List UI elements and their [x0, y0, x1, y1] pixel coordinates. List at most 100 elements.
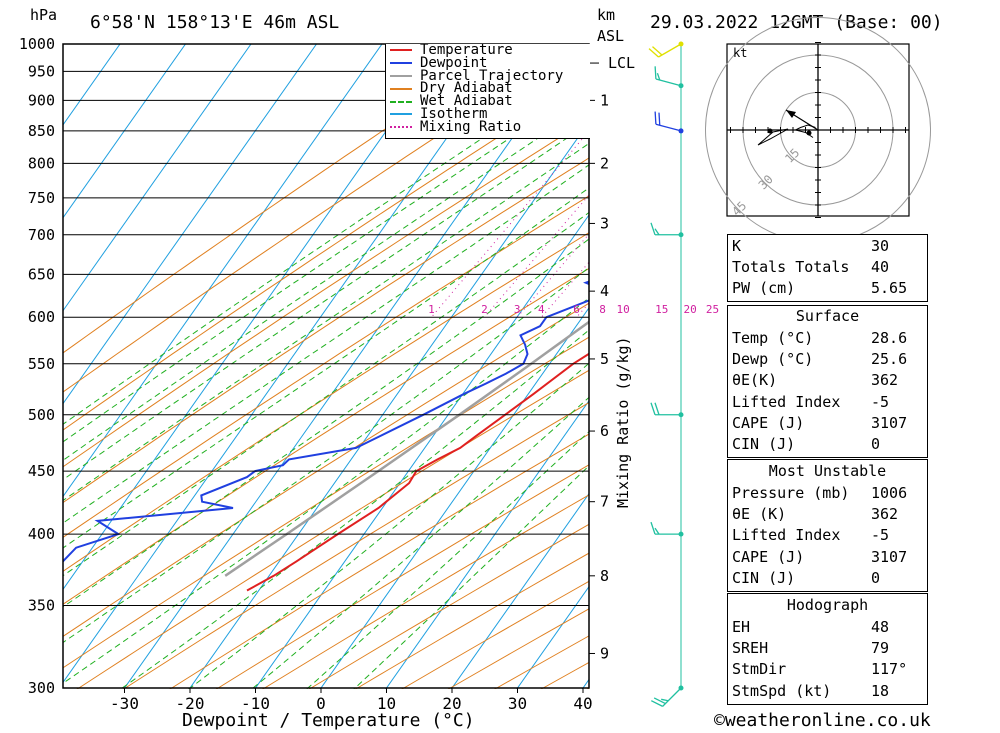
pressure-tick-label: 300 — [28, 679, 55, 697]
sounding-datetime: 29.03.2022 12GMT (Base: 00) — [650, 12, 943, 33]
hpa-axis-title: hPa — [30, 6, 58, 24]
most-unstable-param-value: 3107 — [871, 547, 908, 566]
pressure-tick-label: 600 — [28, 308, 55, 326]
isotherm-line — [63, 44, 121, 126]
hodograph-param-label: SREH — [732, 638, 769, 657]
index-label: K — [732, 236, 742, 255]
asl-axis-title: ASL — [597, 27, 625, 45]
index-value: 30 — [871, 236, 890, 255]
legend-swatch — [390, 126, 412, 129]
hodograph-param-row: SREH 79 — [728, 637, 927, 658]
km-tick-label: 3 — [600, 214, 609, 232]
surface-param-value: 28.6 — [871, 328, 908, 347]
surface-param-label: θE(K) — [732, 371, 778, 390]
wind-barb-flag — [653, 697, 666, 705]
mixing-ratio-label: 10 — [617, 303, 630, 316]
wind-barb-dot — [678, 412, 684, 418]
wind-barb-flag — [658, 112, 661, 126]
mixing-ratio-label: 8 — [599, 303, 606, 316]
index-row: K 30 — [728, 235, 927, 256]
surface-param-row: Dewp (°C) 25.6 — [728, 348, 927, 369]
legend-label: Isotherm — [420, 105, 488, 122]
index-label: PW (cm) — [732, 279, 796, 298]
dry-adiabat-line — [63, 336, 589, 669]
index-value: 5.65 — [871, 279, 908, 298]
most-unstable-param-label: Lifted Index — [732, 526, 841, 545]
km-tick-label: 4 — [600, 282, 609, 300]
surface-params-box: Surface Temp (°C) 28.6 Dewp (°C) 25.6 θE(K) 3… — [727, 305, 928, 458]
pressure-tick-label: 650 — [28, 265, 55, 283]
mixing-ratio-axis-title: Mixing Ratio (g/kg) — [614, 336, 632, 508]
dry-adiabat-line — [63, 118, 589, 468]
mixing-ratio-label: 25 — [706, 303, 719, 316]
isotherm-line — [63, 44, 383, 498]
dry-adiabat-line — [215, 464, 589, 689]
dewpoint-line — [63, 280, 589, 563]
surface-param-row: CIN (J) 0 — [728, 433, 927, 454]
most-unstable-param-row: CAPE (J) 3107 — [728, 546, 927, 567]
most-unstable-param-value: -5 — [871, 526, 890, 545]
most-unstable-param-row: θE (K) 362 — [728, 503, 927, 524]
surface-title: Surface — [795, 307, 860, 325]
wind-barb-flag — [651, 700, 663, 707]
most-unstable-param-row: Lifted Index -5 — [728, 525, 927, 546]
mixing-ratio-label: 4 — [538, 303, 545, 316]
wind-barb-dot — [678, 685, 684, 691]
wind-barb-flag — [648, 48, 659, 58]
x-tick-label: -20 — [176, 694, 205, 713]
most-unstable-param-value: 1006 — [871, 483, 908, 502]
wind-barb-flag — [654, 228, 660, 236]
surface-param-row: Temp (°C) 28.6 — [728, 327, 927, 348]
surface-param-value: -5 — [871, 392, 890, 411]
most-unstable-param-value: 0 — [871, 568, 881, 587]
wind-barb-dot — [678, 232, 684, 238]
x-tick-label: 40 — [573, 694, 592, 713]
wind-barb-dot — [678, 83, 684, 89]
station-location: 6°58'N 158°13'E 46m ASL — [90, 12, 340, 33]
isotherm-line — [450, 492, 589, 689]
isotherm-line — [63, 44, 449, 591]
hodograph-param-label: StmSpd (kt) — [732, 681, 832, 700]
pressure-tick-label: 550 — [28, 355, 55, 373]
legend-entry: Mixing Ratio — [386, 120, 590, 134]
x-tick-label: 30 — [508, 694, 527, 713]
wind-barb-flag — [654, 402, 660, 415]
dry-adiabat-line — [262, 494, 589, 689]
legend-label: Temperature — [420, 42, 513, 58]
pressure-tick-label: 1000 — [19, 35, 55, 53]
dry-adiabat-line — [122, 402, 589, 689]
mixing-ratio-label: 2 — [481, 303, 488, 316]
wet-adiabat-line — [251, 396, 589, 689]
legend-label: Dewpoint — [420, 54, 488, 71]
most-unstable-param-label: θE (K) — [732, 504, 787, 523]
wind-barb-dot — [678, 531, 684, 537]
wet-adiabat-line — [63, 142, 589, 502]
legend-label: Dry Adiabat — [420, 80, 513, 97]
surface-param-value: 25.6 — [871, 349, 908, 368]
hodograph-param-value: 117° — [871, 660, 908, 679]
surface-param-value: 362 — [871, 371, 899, 390]
isotherm-line — [516, 585, 589, 689]
legend-swatch — [390, 49, 412, 52]
wind-barb-flag — [650, 402, 656, 415]
isotherm-line — [385, 399, 589, 689]
wind-barb-flag — [650, 521, 656, 535]
stability-indices-box: K 30 Totals Totals 40 PW (cm) 5.65 — [727, 234, 928, 302]
legend-entry: Parcel Trajectory — [386, 69, 590, 82]
most-unstable-title: Most Unstable — [768, 462, 887, 480]
wind-barb-shaft — [658, 43, 682, 58]
copyright-footer: ©weatheronline.co.uk — [714, 710, 931, 731]
surface-param-label: Lifted Index — [732, 392, 841, 411]
most-unstable-param-label: Pressure (mb) — [732, 483, 850, 502]
hodograph-param-label: StmDir — [732, 660, 787, 679]
pressure-tick-label: 750 — [28, 189, 55, 207]
x-tick-label: -30 — [110, 694, 139, 713]
wind-barb-flag — [656, 72, 661, 81]
mixing-ratio-label: 6 — [573, 303, 580, 316]
wind-barb-flag — [661, 698, 669, 702]
most-unstable-param-label: CAPE (J) — [732, 547, 805, 566]
pressure-tick-label: 900 — [28, 91, 55, 109]
parcel-trajectory-line — [224, 320, 589, 577]
isotherm-line — [254, 214, 589, 689]
hodograph-param-value: 18 — [871, 681, 890, 700]
